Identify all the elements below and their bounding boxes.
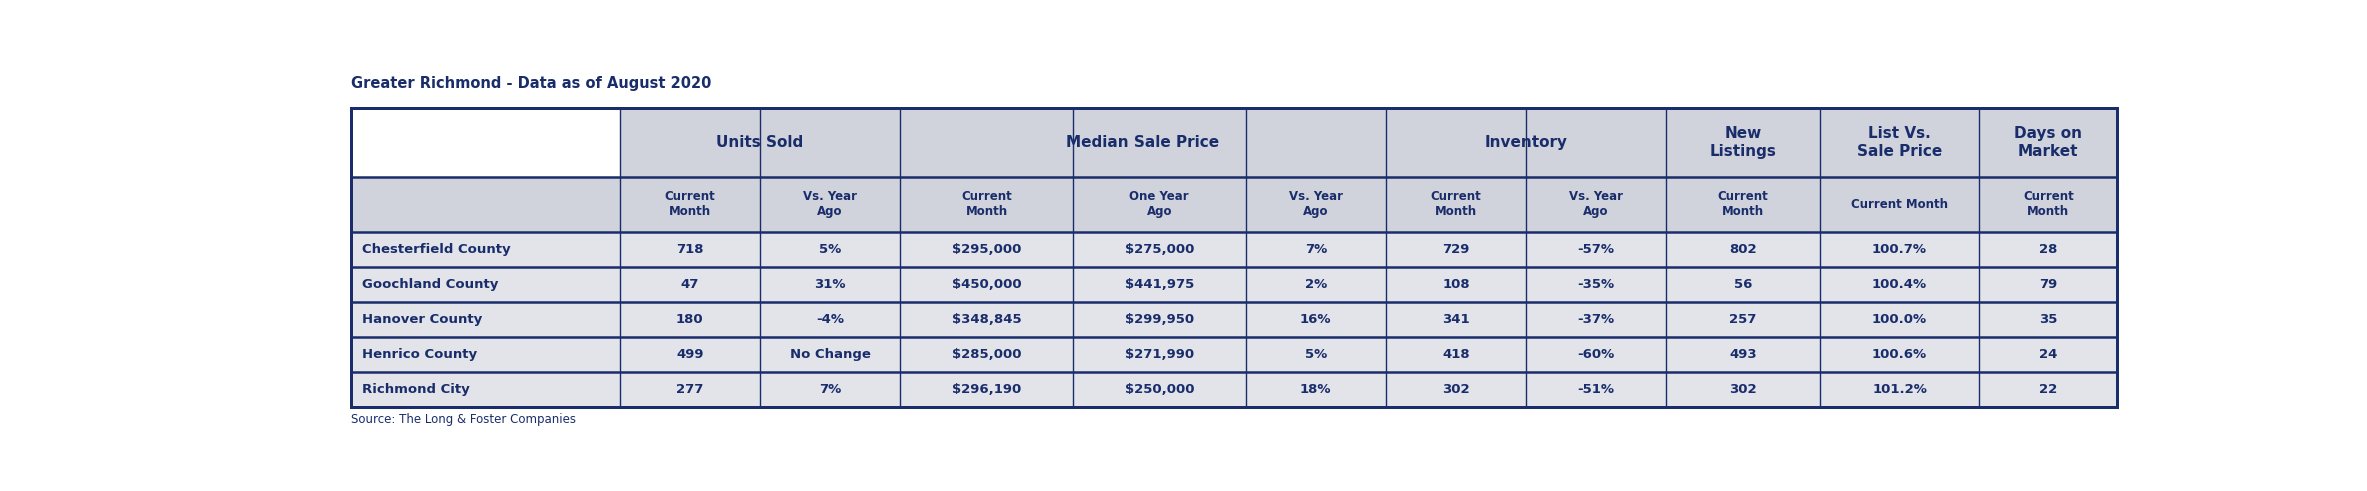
Text: 56: 56	[1735, 278, 1752, 291]
Text: -57%: -57%	[1579, 243, 1614, 256]
Text: -60%: -60%	[1576, 348, 1614, 361]
Text: One Year
Ago: One Year Ago	[1129, 191, 1188, 218]
Text: Richmond City: Richmond City	[362, 383, 469, 396]
Text: 5%: 5%	[1304, 348, 1328, 361]
Text: 47: 47	[682, 278, 698, 291]
Text: $275,000: $275,000	[1124, 243, 1193, 256]
Text: 100.6%: 100.6%	[1872, 348, 1927, 361]
Text: 499: 499	[677, 348, 703, 361]
Text: 108: 108	[1442, 278, 1470, 291]
Text: -37%: -37%	[1576, 313, 1614, 326]
Text: Goochland County: Goochland County	[362, 278, 499, 291]
Text: 7%: 7%	[819, 383, 840, 396]
Text: $271,990: $271,990	[1124, 348, 1193, 361]
Bar	[1820, 108, 1979, 177]
Text: $348,845: $348,845	[952, 313, 1020, 326]
Text: Current Month: Current Month	[1851, 198, 1948, 211]
Bar	[1385, 177, 1527, 232]
Bar	[350, 372, 2118, 407]
Bar	[760, 177, 899, 232]
Text: 802: 802	[1730, 243, 1756, 256]
Text: Henrico County: Henrico County	[362, 348, 478, 361]
Text: No Change: No Change	[791, 348, 871, 361]
Text: 16%: 16%	[1299, 313, 1333, 326]
Text: 28: 28	[2038, 243, 2057, 256]
Text: 101.2%: 101.2%	[1872, 383, 1927, 396]
Bar	[1666, 177, 1820, 232]
Text: $296,190: $296,190	[952, 383, 1020, 396]
Text: 341: 341	[1442, 313, 1470, 326]
Text: Days on
Market: Days on Market	[2014, 126, 2083, 159]
Bar	[1072, 177, 1245, 232]
Text: $299,950: $299,950	[1124, 313, 1193, 326]
Text: 100.4%: 100.4%	[1872, 278, 1927, 291]
Text: 22: 22	[2040, 383, 2057, 396]
Text: Current
Month: Current Month	[1718, 191, 1768, 218]
Text: 493: 493	[1730, 348, 1756, 361]
Text: 35: 35	[2038, 313, 2057, 326]
Text: Current
Month: Current Month	[1430, 191, 1482, 218]
Text: 277: 277	[677, 383, 703, 396]
Bar	[350, 302, 2118, 337]
Text: 31%: 31%	[814, 278, 845, 291]
Text: 257: 257	[1730, 313, 1756, 326]
Text: $250,000: $250,000	[1124, 383, 1193, 396]
Text: Median Sale Price: Median Sale Price	[1068, 135, 1219, 150]
Text: 302: 302	[1442, 383, 1470, 396]
Text: 18%: 18%	[1299, 383, 1333, 396]
Bar	[1666, 108, 1820, 177]
Text: List Vs.
Sale Price: List Vs. Sale Price	[1856, 126, 1943, 159]
Text: 7%: 7%	[1304, 243, 1328, 256]
Text: -4%: -4%	[817, 313, 845, 326]
Bar	[350, 177, 620, 232]
Text: 302: 302	[1730, 383, 1756, 396]
Bar	[899, 177, 1072, 232]
Text: $295,000: $295,000	[952, 243, 1020, 256]
Bar	[1245, 177, 1385, 232]
Text: Units Sold: Units Sold	[717, 135, 802, 150]
Text: Hanover County: Hanover County	[362, 313, 483, 326]
Text: $285,000: $285,000	[952, 348, 1020, 361]
Text: 418: 418	[1442, 348, 1470, 361]
Text: $450,000: $450,000	[952, 278, 1020, 291]
Bar	[350, 232, 2118, 267]
Text: Vs. Year
Ago: Vs. Year Ago	[1569, 191, 1624, 218]
Text: 180: 180	[677, 313, 703, 326]
Bar	[350, 337, 2118, 372]
Text: Current
Month: Current Month	[2024, 191, 2073, 218]
Bar	[1527, 177, 1666, 232]
Bar	[350, 108, 620, 177]
Text: Source: The Long & Foster Companies: Source: The Long & Foster Companies	[350, 412, 575, 426]
Text: Greater Richmond - Data as of August 2020: Greater Richmond - Data as of August 202…	[350, 76, 710, 91]
Text: Vs. Year
Ago: Vs. Year Ago	[1288, 191, 1342, 218]
Bar	[899, 108, 1385, 177]
Text: New
Listings: New Listings	[1709, 126, 1778, 159]
Text: Current
Month: Current Month	[961, 191, 1011, 218]
Text: Vs. Year
Ago: Vs. Year Ago	[802, 191, 857, 218]
Text: Current
Month: Current Month	[665, 191, 715, 218]
Text: 100.7%: 100.7%	[1872, 243, 1927, 256]
Bar	[1820, 177, 1979, 232]
Text: 5%: 5%	[819, 243, 840, 256]
Text: -51%: -51%	[1579, 383, 1614, 396]
Text: 729: 729	[1442, 243, 1470, 256]
Text: -35%: -35%	[1576, 278, 1614, 291]
Bar	[1385, 108, 1666, 177]
Bar	[1979, 108, 2118, 177]
Text: 24: 24	[2038, 348, 2057, 361]
Bar	[620, 108, 899, 177]
Text: 100.0%: 100.0%	[1872, 313, 1927, 326]
Text: Chesterfield County: Chesterfield County	[362, 243, 511, 256]
Bar	[620, 177, 760, 232]
Text: 79: 79	[2040, 278, 2057, 291]
Bar	[350, 267, 2118, 302]
Text: 2%: 2%	[1304, 278, 1328, 291]
Bar	[1979, 177, 2118, 232]
Bar	[350, 108, 2118, 407]
Text: 718: 718	[677, 243, 703, 256]
Text: $441,975: $441,975	[1124, 278, 1193, 291]
Text: Inventory: Inventory	[1484, 135, 1567, 150]
